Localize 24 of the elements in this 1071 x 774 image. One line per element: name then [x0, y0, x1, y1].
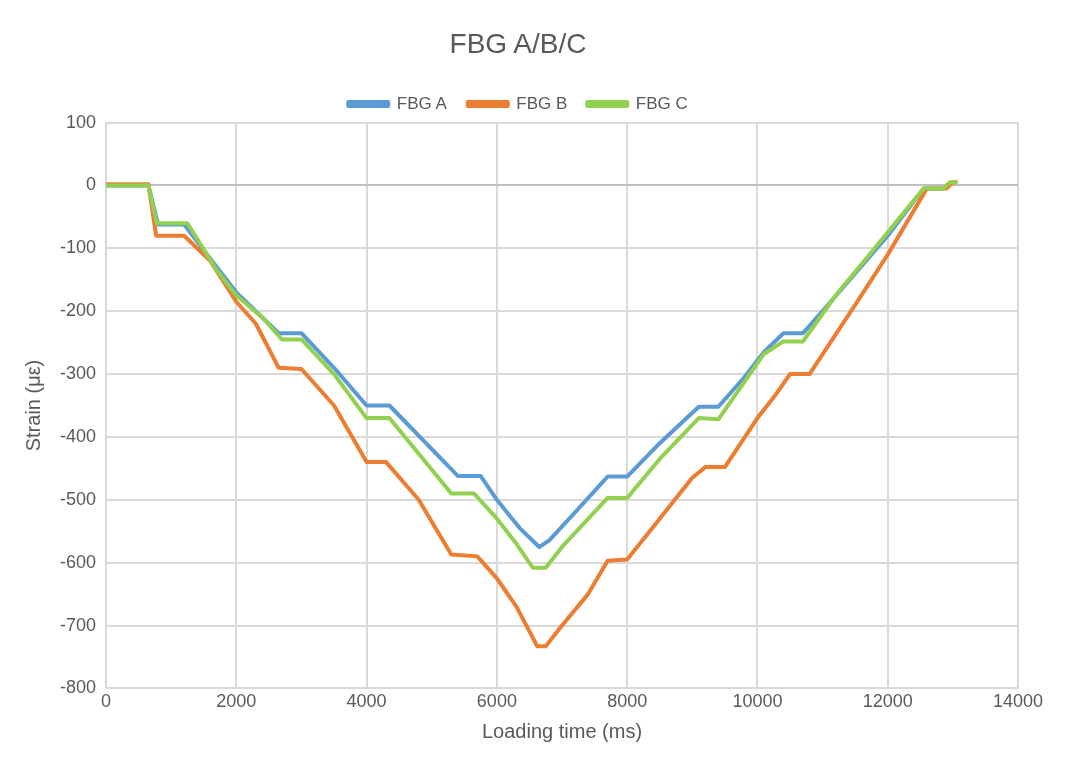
y-tick-label: -700 [60, 614, 97, 635]
y-tick-label: -500 [60, 488, 97, 509]
y-tick-label: -600 [60, 551, 97, 572]
x-tick-label: 10000 [732, 691, 783, 712]
y-tick-label: -800 [60, 677, 97, 698]
y-tick-label: -400 [60, 425, 97, 446]
legend-label: FBG B [516, 93, 568, 113]
x-tick-label: 14000 [992, 691, 1044, 712]
x-tick-label: 4000 [346, 691, 387, 712]
x-tick-label: 6000 [476, 691, 517, 712]
y-axis-title: Strain (με) [21, 359, 44, 452]
x-tick-label: 12000 [862, 691, 913, 712]
legend-label: FBG C [635, 93, 688, 113]
x-tick-label: 2000 [216, 691, 257, 712]
chart-title: FBG A/B/C [449, 27, 587, 59]
x-axis-title: Loading time (ms) [481, 719, 643, 742]
y-tick-label: -100 [60, 237, 97, 258]
y-tick-label: 100 [65, 111, 97, 132]
y-tick-label: -200 [60, 300, 97, 321]
legend-label: FBG A [396, 93, 448, 113]
x-tick-label: 8000 [607, 691, 648, 712]
y-tick-label: -300 [60, 363, 97, 384]
y-tick-label: 0 [86, 174, 97, 195]
x-tick-label: 0 [101, 691, 112, 712]
